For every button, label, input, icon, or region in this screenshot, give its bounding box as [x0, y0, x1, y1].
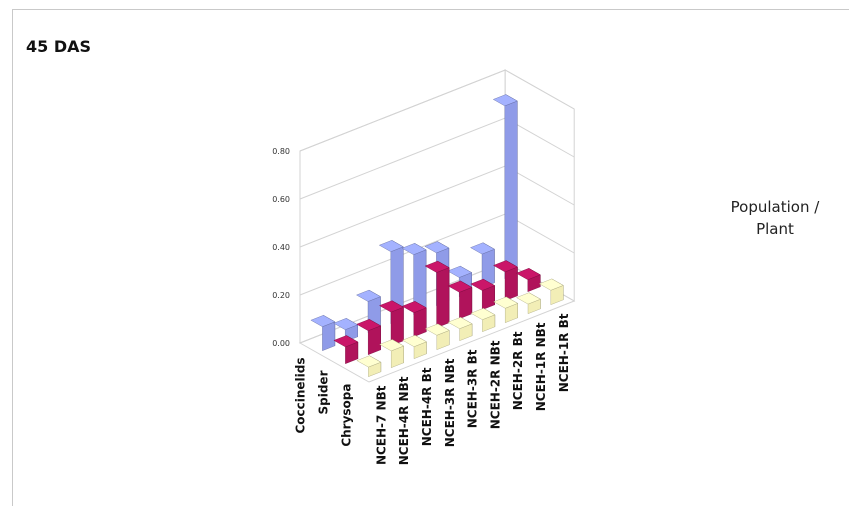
gridline — [299, 69, 575, 152]
bar-front — [504, 100, 518, 279]
value-tick-label: 0.00 — [272, 339, 290, 348]
bar-spider-2 — [379, 300, 404, 346]
bar-top — [493, 296, 519, 309]
bar-spider-5 — [447, 280, 473, 319]
bar-chrysopa-2 — [402, 334, 427, 359]
bar-chrysopa-6 — [493, 296, 519, 323]
bar-spider-3 — [401, 300, 427, 337]
bar-spider-8 — [515, 267, 541, 292]
value-tick-label: 0.40 — [272, 243, 290, 252]
bar-top — [470, 308, 496, 320]
bar-top — [356, 319, 382, 331]
bar-coccinelids-0 — [310, 314, 336, 351]
chart-frame — [12, 9, 849, 506]
series-label: Coccinelids — [294, 358, 308, 434]
bar-chrysopa-0 — [356, 355, 382, 377]
value-axis-label: Population / Plant — [700, 196, 850, 240]
bar-top — [424, 260, 450, 273]
bar-top — [401, 301, 427, 313]
series-label: Spider — [317, 370, 331, 414]
bar-top — [470, 242, 495, 255]
bar-top — [492, 94, 518, 107]
chart-title: 45 DAS — [26, 37, 92, 56]
bar-top — [401, 243, 427, 255]
bar-top — [379, 339, 405, 352]
category-label: NCEH-2R Bt — [511, 331, 525, 410]
bar-top — [310, 315, 336, 327]
bar-top — [333, 335, 359, 348]
bar-coccinelids-8 — [492, 94, 518, 279]
bar-front — [504, 266, 518, 301]
category-label: NCEH-3R Bt — [466, 349, 480, 428]
bar-top — [424, 241, 450, 254]
bar-top — [379, 300, 404, 313]
bar-top — [447, 317, 473, 329]
bar-top — [447, 280, 473, 293]
bar-top — [493, 260, 518, 273]
bar-top — [402, 335, 427, 347]
bar-chrysopa-5 — [470, 307, 496, 332]
bar-top — [424, 323, 450, 336]
bar-chrysopa-4 — [447, 316, 473, 341]
bar-top — [447, 265, 473, 278]
bar-chrysopa-3 — [424, 323, 450, 350]
category-label: NCEH-7 NBt — [374, 385, 388, 465]
bar-top — [515, 268, 541, 280]
bar-top — [538, 278, 564, 291]
value-tick-label: 0.80 — [272, 147, 290, 156]
bar-chrysopa-8 — [538, 278, 564, 305]
bar-spider-4 — [424, 260, 450, 328]
bars — [310, 94, 564, 377]
value-axis-label-line-1: Population / — [730, 198, 820, 216]
bar-top — [378, 240, 404, 252]
bar-top — [470, 278, 496, 291]
bar-chrysopa-1 — [379, 339, 405, 368]
category-label: NCEH-1R Bt — [557, 313, 571, 392]
bar-spider-0 — [333, 335, 359, 364]
bar-front — [459, 287, 473, 319]
bar-coccinelids-4 — [401, 242, 427, 315]
category-label: NCEH-2R NBt — [488, 340, 502, 429]
bar-front — [436, 267, 450, 328]
category-label: NCEH-1R NBt — [534, 322, 548, 411]
bar-spider-1 — [356, 318, 382, 355]
bar-spider-7 — [493, 260, 518, 301]
bar-top — [516, 292, 541, 305]
category-label: NCEH-4R NBt — [397, 376, 411, 465]
bar-spider-6 — [470, 278, 496, 310]
value-axis-label-line-2: Plant — [756, 220, 794, 238]
series-label: Chrysopa — [340, 384, 354, 447]
category-label: NCEH-4R Bt — [420, 367, 434, 446]
bar-top — [356, 289, 381, 302]
value-tick-label: 0.20 — [272, 291, 290, 300]
bar-chrysopa-7 — [516, 292, 541, 314]
value-tick-label: 0.60 — [272, 195, 290, 204]
bar-coccinelids-7 — [470, 242, 495, 288]
bar-top — [356, 355, 382, 368]
bar-coccinelids-2 — [356, 289, 381, 333]
category-label: NCEH-3R NBt — [443, 358, 457, 447]
